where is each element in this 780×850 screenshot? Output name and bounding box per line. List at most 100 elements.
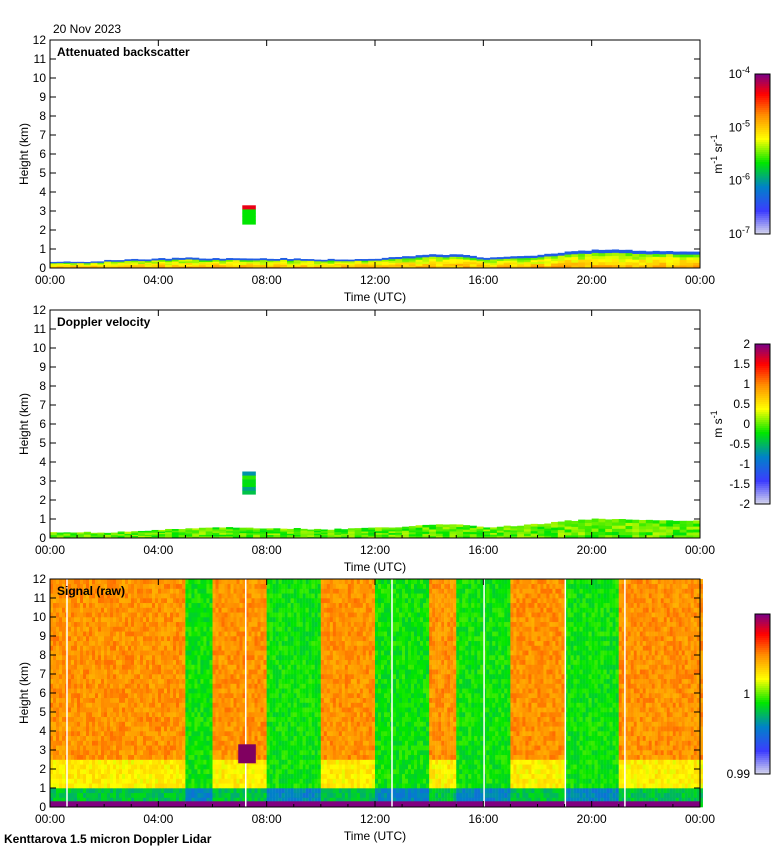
- signal-cell: [188, 683, 192, 689]
- signal-cell: [110, 697, 114, 703]
- heatmap-cell: [354, 262, 362, 264]
- signal-cell: [140, 664, 144, 670]
- signal-cell: [146, 778, 150, 784]
- heatmap-cell: [564, 523, 572, 527]
- signal-cell: [128, 716, 132, 722]
- signal-cell: [260, 645, 264, 651]
- heatmap-cell: [361, 263, 369, 266]
- signal-cell: [149, 612, 153, 618]
- signal-cell: [254, 707, 258, 713]
- heatmap-cell: [307, 530, 315, 533]
- heatmap-cell: [537, 259, 545, 262]
- signal-cell: [86, 693, 90, 699]
- signal-cell: [224, 769, 228, 775]
- colorbar-segment: [755, 388, 770, 391]
- heatmap-cell: [659, 520, 667, 524]
- signal-cell: [215, 669, 219, 675]
- signal-cell: [161, 598, 165, 604]
- signal-cell: [194, 712, 198, 718]
- signal-cell: [233, 678, 237, 684]
- signal-cell: [182, 716, 186, 722]
- heatmap-cell: [198, 532, 207, 535]
- signal-cell: [197, 754, 201, 760]
- heatmap-cell: [435, 261, 444, 264]
- signal-cell: [101, 588, 105, 594]
- heatmap-cell: [151, 266, 159, 269]
- signal-cell: [119, 740, 123, 746]
- signal-cell: [155, 797, 159, 803]
- heatmap-cell: [151, 264, 159, 267]
- signal-cell: [173, 721, 177, 727]
- colorbar-segment: [755, 356, 770, 359]
- signal-cell: [173, 702, 177, 708]
- signal-cell: [104, 655, 108, 661]
- signal-cell: [161, 754, 165, 760]
- signal-cell: [119, 750, 123, 756]
- signal-cell: [239, 674, 243, 680]
- colorbar-segment: [755, 468, 770, 471]
- signal-cell: [251, 726, 255, 732]
- signal-cell: [188, 716, 192, 722]
- signal-cell: [140, 792, 144, 798]
- signal-cell: [110, 754, 114, 760]
- signal-cell: [176, 783, 180, 789]
- signal-cell: [71, 664, 75, 670]
- signal-cell: [212, 783, 216, 789]
- heatmap-cell: [90, 261, 98, 263]
- heatmap-cell: [463, 254, 471, 258]
- signal-cell: [59, 636, 63, 642]
- signal-cell: [128, 745, 132, 751]
- signal-cell: [239, 783, 243, 789]
- signal-cell: [125, 764, 129, 770]
- signal-cell: [227, 735, 231, 741]
- signal-cell: [86, 593, 90, 599]
- signal-cell: [158, 645, 162, 651]
- signal-cell: [59, 688, 63, 694]
- signal-cell: [86, 588, 90, 594]
- signal-cell: [242, 740, 246, 746]
- heatmap-cell: [307, 266, 315, 269]
- signal-cell: [95, 636, 99, 642]
- signal-cell: [68, 797, 72, 803]
- signal-cell: [227, 702, 231, 708]
- signal-cell: [119, 769, 123, 775]
- signal-cell: [194, 607, 198, 613]
- signal-cell: [158, 712, 162, 718]
- signal-cell: [200, 593, 204, 599]
- signal-cell: [104, 693, 108, 699]
- signal-cell: [227, 693, 231, 699]
- signal-cell: [185, 707, 189, 713]
- signal-cell: [92, 593, 96, 599]
- heatmap-cell: [212, 534, 220, 537]
- heatmap-cell: [144, 259, 152, 262]
- signal-cell: [248, 645, 252, 651]
- signal-cell: [83, 617, 87, 623]
- signal-cell: [206, 712, 210, 718]
- signal-cell: [143, 702, 147, 708]
- signal-cell: [155, 712, 159, 718]
- signal-cell: [155, 655, 159, 661]
- signal-cell: [158, 626, 162, 632]
- heatmap-cell: [314, 528, 322, 531]
- signal-cell: [176, 721, 180, 727]
- signal-cell: [254, 645, 258, 651]
- colorbar-segment: [755, 126, 770, 129]
- heatmap-cell: [429, 524, 437, 528]
- signal-cell: [263, 621, 267, 627]
- signal-cell: [68, 788, 72, 794]
- signal-cell: [170, 693, 174, 699]
- heatmap-cell: [77, 536, 85, 538]
- signal-cell: [53, 740, 57, 746]
- signal-cell: [80, 612, 84, 618]
- signal-cell: [140, 754, 144, 760]
- signal-cell: [167, 593, 171, 599]
- x-axis-label: Time (UTC): [344, 560, 406, 574]
- signal-cell: [125, 750, 129, 756]
- colorbar-segment: [755, 132, 770, 135]
- heatmap-cell: [165, 531, 173, 534]
- heatmap-cell: [645, 265, 653, 269]
- signal-cell: [185, 626, 189, 632]
- signal-cell: [122, 655, 126, 661]
- signal-cell: [71, 669, 75, 675]
- signal-cell: [254, 612, 258, 618]
